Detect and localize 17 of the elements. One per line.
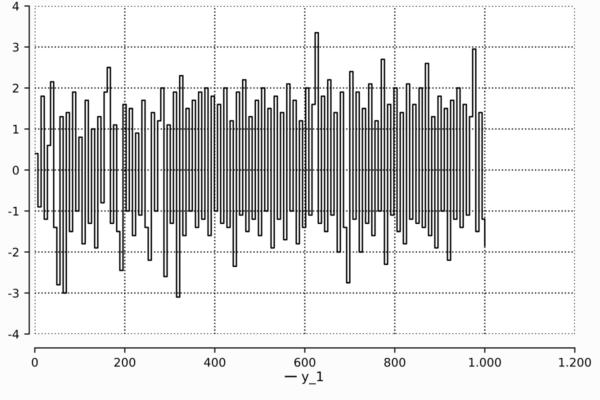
y-tick-label: -3 xyxy=(8,288,19,298)
y-tick-label: 0 xyxy=(12,166,19,175)
y-tick-label: 4 xyxy=(12,2,19,10)
x-tick-label: 1.200 xyxy=(559,358,591,367)
x-tick-label: 400 xyxy=(204,358,226,367)
x-tick-label: 1.000 xyxy=(469,358,501,367)
legend-label: y_1 xyxy=(302,372,323,384)
x-tick-label: 0 xyxy=(32,358,38,367)
y-tick-label: 3 xyxy=(12,42,19,52)
y-tick-label: -1 xyxy=(8,206,18,216)
y-tick-label: -4 xyxy=(8,330,19,338)
y-tick-label: 1 xyxy=(13,124,18,134)
x-tick-label: 600 xyxy=(294,358,316,367)
y-tick-label: -2 xyxy=(8,248,18,256)
x-tick-label: 200 xyxy=(114,358,136,367)
y-tick-label: 2 xyxy=(12,84,18,92)
x-tick-label: 800 xyxy=(384,358,406,367)
